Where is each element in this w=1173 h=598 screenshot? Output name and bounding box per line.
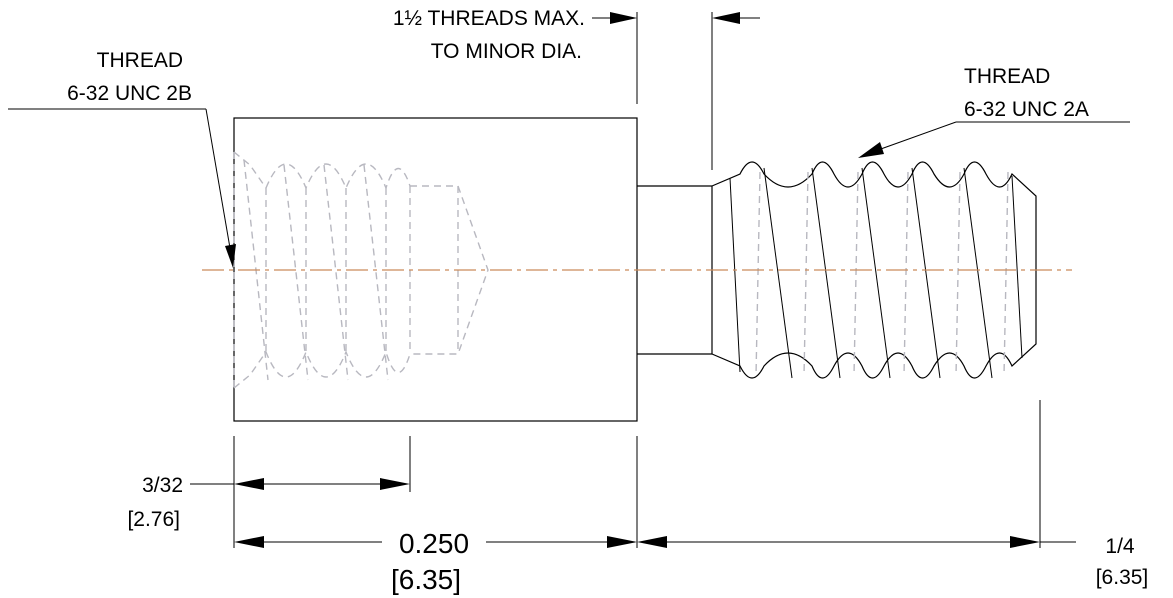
- body-length-mm: [6.35]: [391, 564, 461, 595]
- male-thread-callout-line1: THREAD: [964, 65, 1050, 88]
- stud-length-mm: [6.35]: [1096, 566, 1149, 589]
- male-thread-leader: [858, 121, 1130, 158]
- thread-note-leaders: [592, 12, 760, 24]
- hole-depth-dimension: [190, 478, 410, 490]
- stud-length-dimension: [637, 536, 1076, 548]
- body-length-inch: 0.250: [399, 528, 469, 559]
- hole-depth-inch: 3/32: [142, 474, 183, 497]
- female-thread-callout-line2: 6-32 UNC 2B: [67, 82, 192, 105]
- female-thread-callout-line1: THREAD: [97, 49, 183, 72]
- extension-lines: [233, 12, 1041, 548]
- thread-note-line2: TO MINOR DIA.: [431, 40, 582, 63]
- external-thread: [711, 161, 1037, 379]
- stud-length-inch: 1/4: [1105, 535, 1135, 558]
- thread-note-line1: 1½ THREADS MAX.: [393, 7, 585, 30]
- male-thread-callout-line2: 6-32 UNC 2A: [964, 98, 1089, 121]
- female-thread-leader: [8, 108, 236, 268]
- body-length-dimension: [234, 536, 637, 548]
- hole-depth-mm: [2.76]: [127, 508, 180, 531]
- shank-outline: [637, 185, 712, 355]
